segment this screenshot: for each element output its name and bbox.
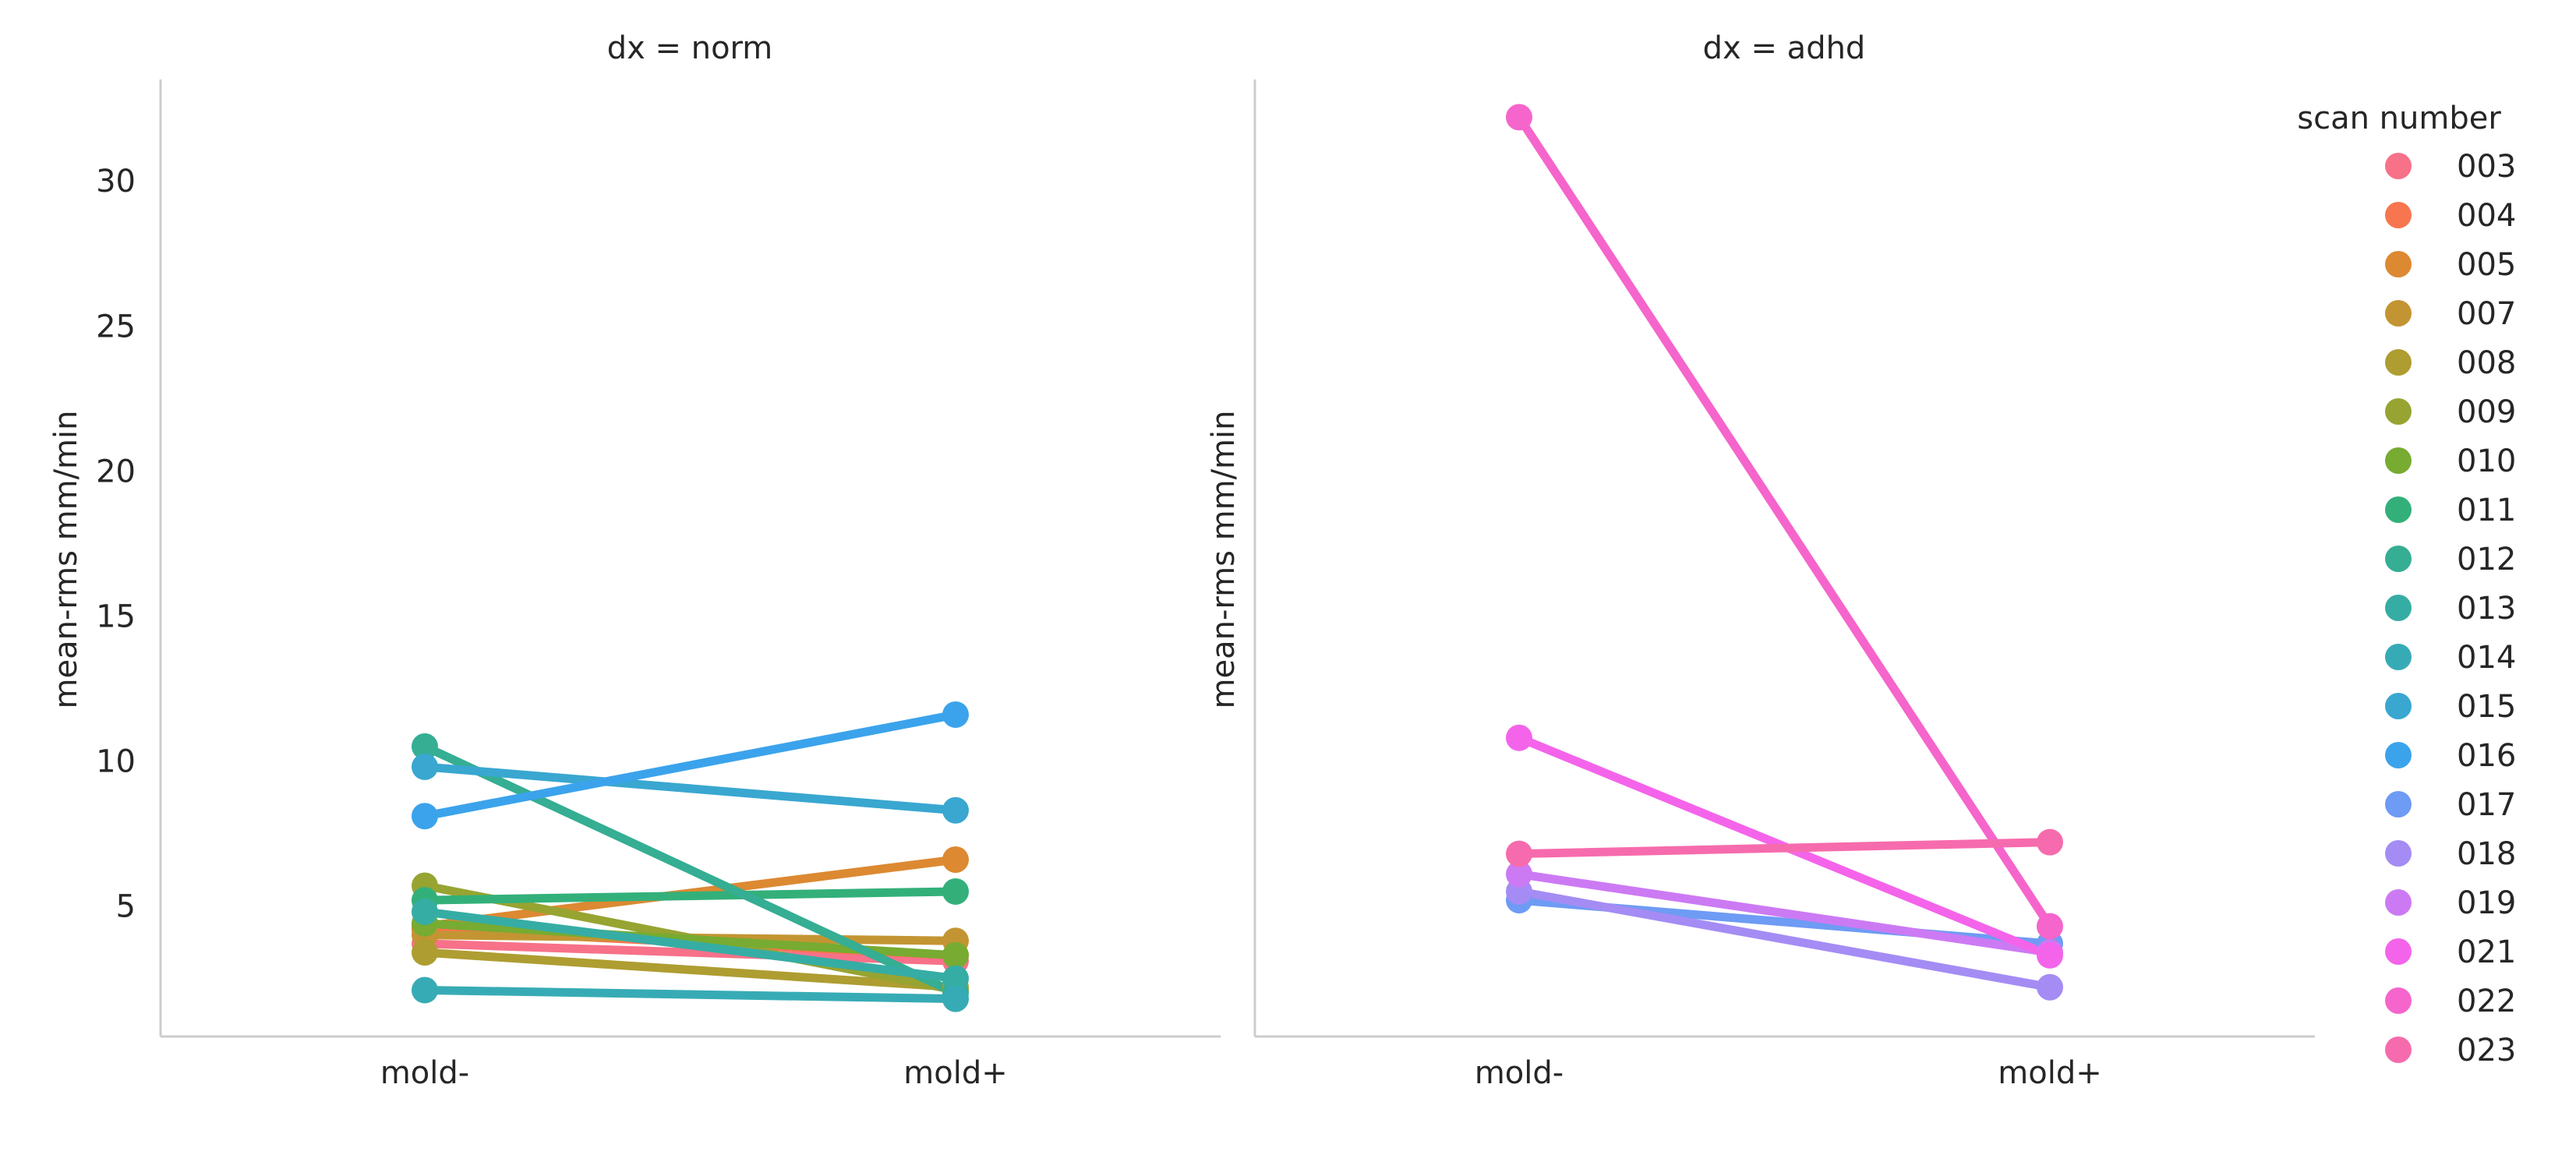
legend-label-018: 018 xyxy=(2457,836,2516,872)
series-line-016 xyxy=(420,710,960,821)
legend-marker-004 xyxy=(2385,202,2412,228)
legend-marker-005 xyxy=(2385,251,2412,277)
legend-label-015: 015 xyxy=(2457,689,2516,725)
legend-label-005: 005 xyxy=(2457,247,2516,283)
legend-marker-007 xyxy=(2385,300,2412,327)
legend-label-003: 003 xyxy=(2457,149,2516,185)
y-tick-label: 10 xyxy=(96,743,136,779)
legend-label-022: 022 xyxy=(2457,984,2516,1019)
legend-marker-017 xyxy=(2385,791,2412,818)
data-point-019 xyxy=(1506,860,1532,888)
data-point-014 xyxy=(412,977,438,1004)
x-ticks-adhd: mold-mold+ xyxy=(1475,1055,2102,1091)
series-line-008 xyxy=(420,948,960,992)
legend-label-009: 009 xyxy=(2457,394,2516,430)
series-line-023 xyxy=(1514,838,2055,859)
y-tick-label: 15 xyxy=(96,599,136,634)
series-line-022 xyxy=(1514,112,2055,931)
data-point-013 xyxy=(942,965,969,992)
legend-label-019: 019 xyxy=(2457,885,2516,921)
legend-label-004: 004 xyxy=(2457,198,2516,234)
legend-label-011: 011 xyxy=(2457,493,2516,528)
y-tick-label: 30 xyxy=(96,164,136,200)
panel-norm: dx = norm mean-rms mm/min 5 10 15 20 25 30 mo… xyxy=(48,30,1221,1091)
legend-marker-021 xyxy=(2385,938,2412,965)
y-tick-label: 25 xyxy=(96,309,136,344)
x-tick-label: mold- xyxy=(380,1055,469,1091)
data-point-014 xyxy=(942,985,969,1012)
series-points-adhd xyxy=(1506,104,2063,1001)
legend-label-010: 010 xyxy=(2457,443,2516,479)
y-ticks-norm: 5 10 15 20 25 30 xyxy=(96,164,136,924)
legend-marker-023 xyxy=(2385,1037,2412,1063)
data-point-018 xyxy=(2037,973,2063,1001)
series-lines-adhd xyxy=(1514,112,2055,992)
legend-marker-014 xyxy=(2385,644,2412,670)
data-point-013 xyxy=(412,898,438,925)
legend-marker-011 xyxy=(2385,496,2412,523)
data-point-010 xyxy=(942,941,969,969)
y-axis-label-adhd: mean-rms mm/min xyxy=(1206,411,1242,709)
legend-marker-003 xyxy=(2385,153,2412,179)
data-point-015 xyxy=(412,753,438,780)
legend-marker-022 xyxy=(2385,987,2412,1014)
series-line-018 xyxy=(1514,887,2055,992)
y-tick-label: 20 xyxy=(96,454,136,489)
legend-title: scan number xyxy=(2297,101,2501,136)
legend-marker-008 xyxy=(2385,349,2412,376)
panel-title-adhd: dx = adhd xyxy=(1703,30,1866,66)
data-point-005 xyxy=(942,846,969,874)
legend-label-014: 014 xyxy=(2457,640,2516,676)
legend-label-008: 008 xyxy=(2457,345,2516,381)
legend-label-021: 021 xyxy=(2457,934,2516,970)
data-point-022 xyxy=(2037,913,2063,940)
data-point-016 xyxy=(942,701,969,728)
legend-marker-016 xyxy=(2385,742,2412,768)
series-line-014 xyxy=(420,985,960,1004)
data-point-022 xyxy=(1506,104,1532,131)
series-line-015 xyxy=(420,762,960,815)
legend-label-023: 023 xyxy=(2457,1033,2516,1068)
legend-label-013: 013 xyxy=(2457,591,2516,627)
x-ticks-norm: mold-mold+ xyxy=(380,1055,1008,1091)
legend-marker-018 xyxy=(2385,840,2412,867)
legend-label-007: 007 xyxy=(2457,296,2516,332)
x-tick-label: mold+ xyxy=(1998,1055,2101,1091)
legend-label-012: 012 xyxy=(2457,542,2516,577)
legend: scan number 0030040050070080090100110120… xyxy=(2297,101,2516,1068)
data-point-008 xyxy=(412,939,438,966)
data-point-011 xyxy=(942,878,969,905)
panel-adhd: dx = adhd mean-rms mm/min mold-mold+ xyxy=(1206,30,2315,1091)
series-line-013 xyxy=(420,907,960,984)
data-point-023 xyxy=(1506,840,1532,867)
legend-marker-012 xyxy=(2385,546,2412,572)
legend-entries: 003 004 005 007 008 009 010 011 012 013 014 015 016 0… xyxy=(2385,149,2516,1068)
series-line-011 xyxy=(420,887,960,905)
series-line-019 xyxy=(1514,870,2055,957)
series-line-012 xyxy=(420,742,960,998)
legend-marker-019 xyxy=(2385,889,2412,916)
data-point-016 xyxy=(412,803,438,830)
data-point-021 xyxy=(2037,941,2063,969)
series-line-003 xyxy=(420,939,960,966)
data-point-023 xyxy=(2037,828,2063,856)
legend-label-016: 016 xyxy=(2457,738,2516,774)
legend-label-017: 017 xyxy=(2457,787,2516,823)
y-tick-label: 5 xyxy=(116,889,136,925)
panel-title-norm: dx = norm xyxy=(607,30,773,66)
data-point-012 xyxy=(412,733,438,760)
series-lines-norm xyxy=(420,710,960,1004)
data-point-015 xyxy=(942,796,969,824)
legend-marker-015 xyxy=(2385,693,2412,719)
y-axis-label-norm: mean-rms mm/min xyxy=(48,411,84,709)
x-tick-label: mold+ xyxy=(903,1055,1007,1091)
legend-marker-010 xyxy=(2385,447,2412,474)
legend-marker-009 xyxy=(2385,398,2412,425)
x-tick-label: mold- xyxy=(1475,1055,1564,1091)
data-point-021 xyxy=(1506,724,1532,751)
legend-marker-013 xyxy=(2385,595,2412,621)
series-points-norm xyxy=(412,701,969,1012)
